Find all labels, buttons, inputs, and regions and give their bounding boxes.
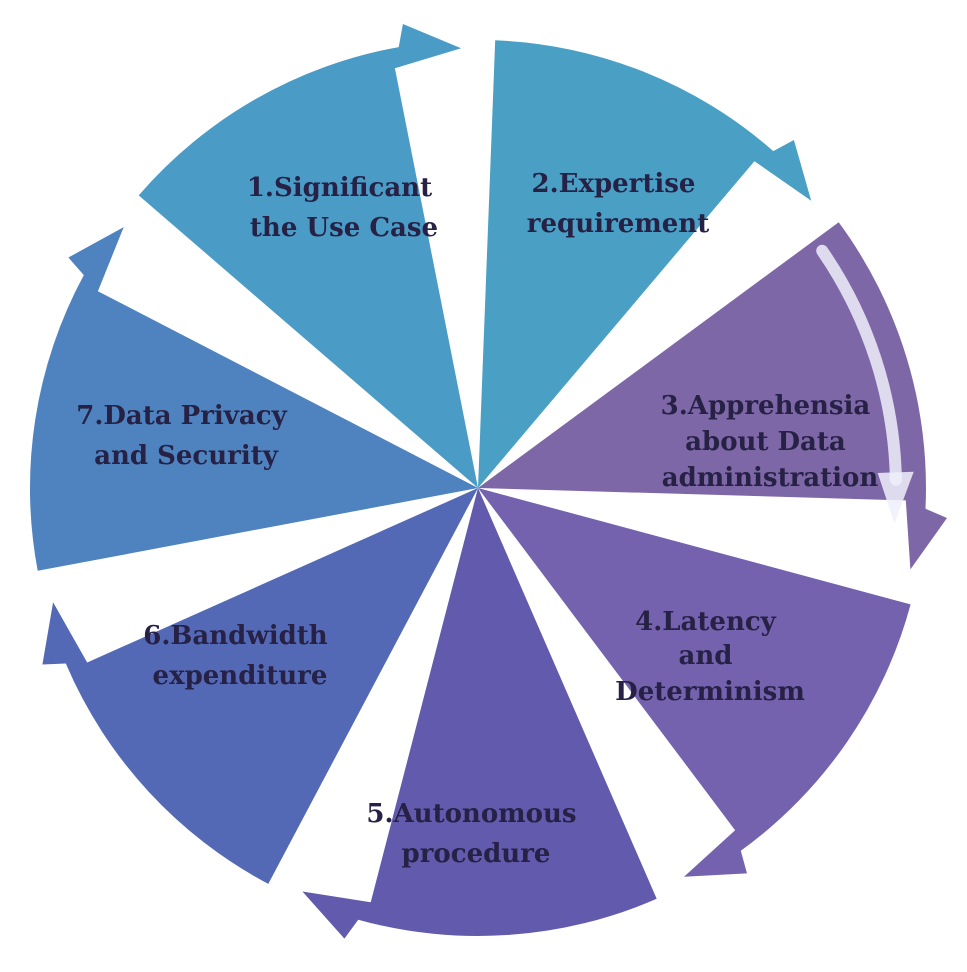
segment-5: [42, 488, 479, 884]
segment-5-line-1: 5.Autonomous: [366, 799, 576, 829]
curved-arrow-head: [877, 471, 914, 524]
segment-6-line-1: 6.Bandwidth: [143, 621, 327, 651]
segment-6-line-2: expenditure: [153, 661, 328, 691]
segment-3-line-3: administration: [662, 463, 879, 493]
segment-3-line-1: 3.Apprehensia: [661, 391, 871, 421]
segment-5-line-2: procedure: [402, 839, 551, 869]
segment-7-label: 7.Data Privacy and Security: [76, 401, 296, 471]
labels-layer: 1.Significant the Use Case 2.Expertise r…: [76, 169, 880, 869]
segment-2-line-2: requirement: [527, 209, 709, 239]
segment-7-line-1: 7.Data Privacy: [76, 401, 287, 431]
segment-1-line-1: 1.Significant: [247, 173, 432, 203]
segment-4-line-3: Determinism: [615, 677, 805, 707]
segment-4-line-1: 4.Latency: [635, 607, 777, 637]
segment-1-line-2: the Use Case: [250, 213, 438, 243]
segment-3-line-2: about Data: [685, 427, 846, 457]
segment-6-label: 6.Bandwidth expenditure: [143, 621, 336, 691]
segment-3: [478, 488, 911, 877]
segments-layer: [29, 24, 947, 939]
segment-1-label: 1.Significant the Use Case: [247, 173, 441, 243]
segment-2: [478, 222, 947, 570]
segment-1: [478, 40, 812, 489]
segment-4-line-2: and: [679, 641, 733, 671]
segment-5-label: 5.Autonomous procedure: [366, 799, 585, 869]
segment-4-label: 4.Latency and Determinism: [615, 607, 805, 707]
segment-2-label: 2.Expertise requirement: [527, 169, 709, 239]
segment-6: [29, 227, 478, 571]
segment-3-label: 3.Apprehensia about Data administration: [661, 391, 880, 493]
segment-7-line-2: and Security: [94, 441, 279, 471]
segment-2-line-1: 2.Expertise: [531, 169, 695, 199]
curved-arrow-highlight: [816, 244, 902, 486]
segment-4: [302, 488, 657, 939]
segment-7: [138, 24, 478, 488]
